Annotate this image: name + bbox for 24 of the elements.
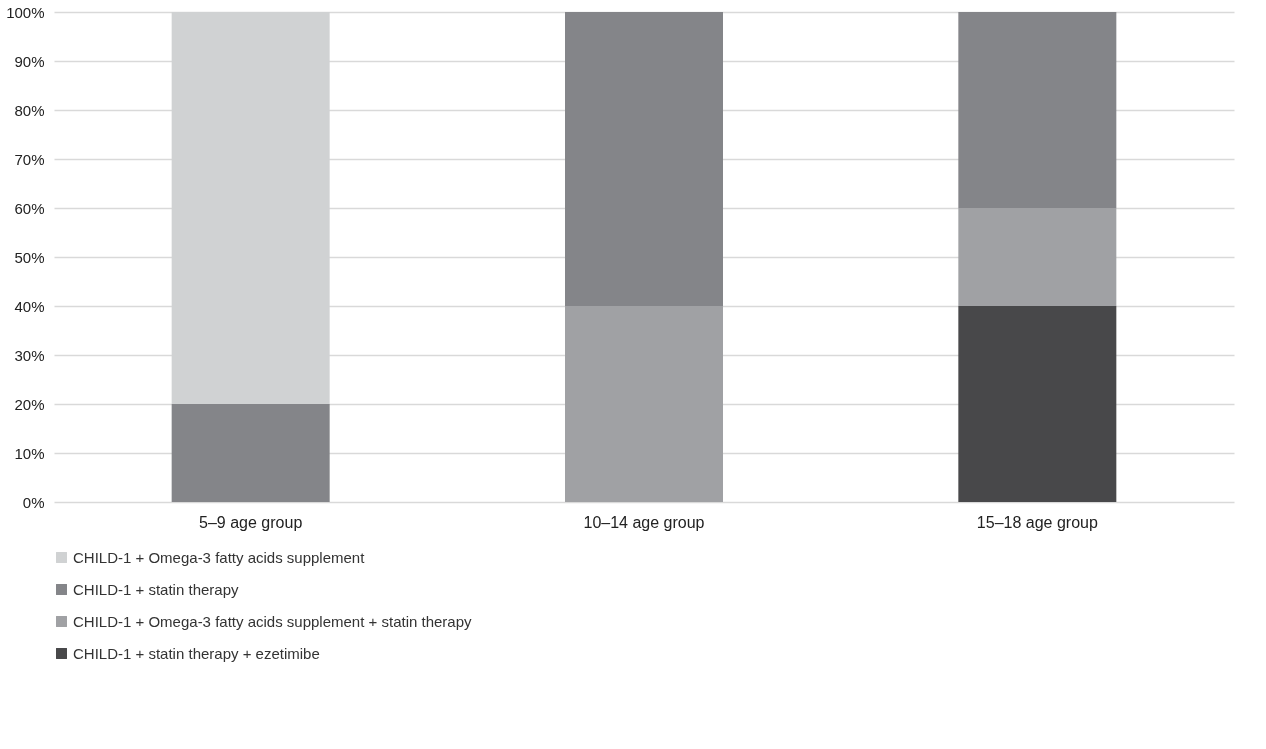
x-tick-label: 15–18 age group <box>976 513 1098 531</box>
y-tick-label: 20% <box>14 395 45 413</box>
y-tick-label: 10% <box>14 444 45 462</box>
y-tick-label: 100% <box>6 3 45 21</box>
legend-label: CHILD-1 + statin therapy + ezetimibe <box>73 644 320 662</box>
y-tick-label: 60% <box>14 199 45 217</box>
bar <box>958 12 1117 208</box>
legend-label: CHILD-1 + Omega-3 fatty acids supplement + statin therapy <box>73 612 473 630</box>
y-tick-label: 0% <box>22 493 45 511</box>
x-tick-label: 10–14 age group <box>583 513 705 531</box>
y-tick-label: 80% <box>14 101 45 119</box>
bar <box>171 404 330 502</box>
y-tick-label: 50% <box>14 248 45 266</box>
bar <box>565 12 723 306</box>
legend-label: CHILD-1 + Omega-3 fatty acids supplement <box>73 548 366 566</box>
y-tick-label: 70% <box>14 150 45 168</box>
bar <box>565 306 723 502</box>
x-tick-label: 5–9 age group <box>199 513 303 531</box>
y-tick-label: 90% <box>14 52 45 70</box>
y-tick-label: 40% <box>14 297 45 315</box>
bar <box>958 306 1117 502</box>
bar <box>958 208 1117 306</box>
y-tick-label: 30% <box>14 346 45 364</box>
legend-label: CHILD-1 + statin therapy <box>73 580 239 598</box>
